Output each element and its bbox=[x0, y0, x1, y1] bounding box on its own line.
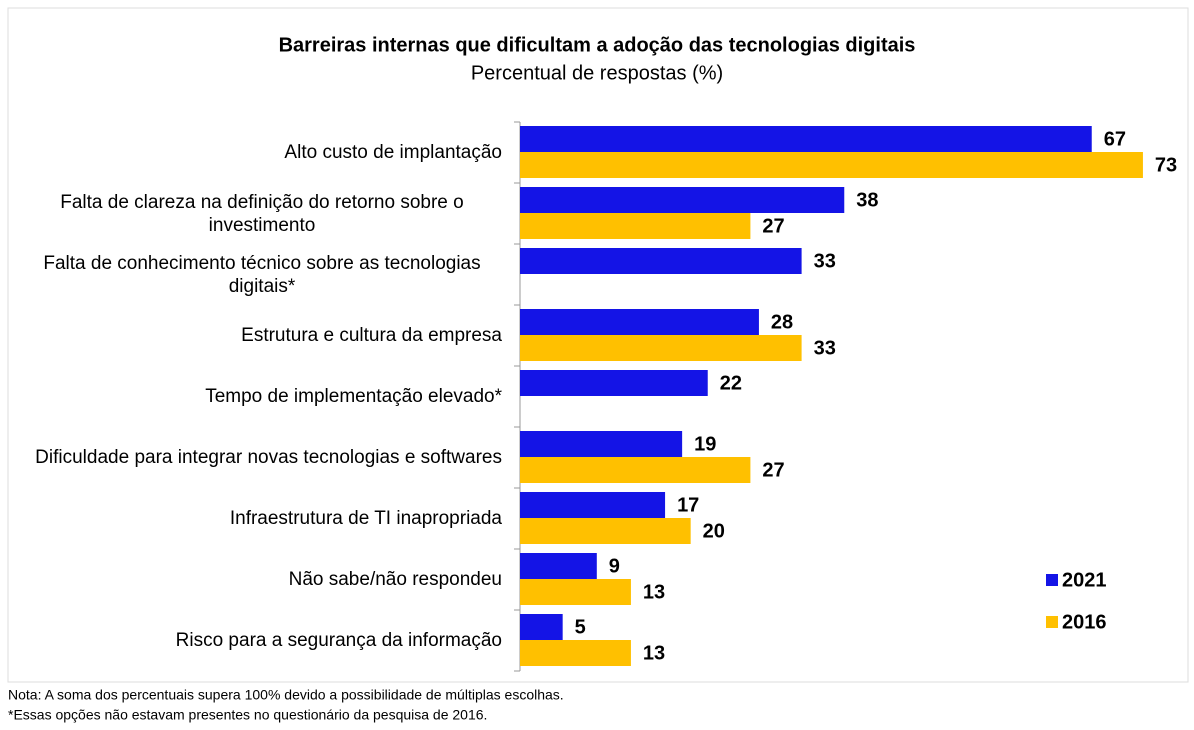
legend-label: 2021 bbox=[1062, 569, 1107, 591]
category-text: Falta de conhecimento técnico sobre as t… bbox=[43, 252, 481, 297]
value-label: 33 bbox=[814, 337, 836, 359]
bar bbox=[520, 614, 563, 640]
value-label: 38 bbox=[856, 189, 878, 211]
value-label: 73 bbox=[1155, 154, 1177, 176]
bar bbox=[520, 640, 631, 666]
note: *Essas opções não estavam presentes no q… bbox=[8, 707, 487, 723]
bar bbox=[520, 213, 751, 239]
bar bbox=[520, 553, 597, 579]
bar bbox=[520, 248, 802, 274]
bar bbox=[520, 335, 802, 361]
category-text: Risco para a segurança da informação bbox=[175, 630, 502, 651]
value-label: 33 bbox=[814, 250, 836, 272]
bar bbox=[520, 187, 845, 213]
value-label: 5 bbox=[575, 616, 586, 638]
value-label: 13 bbox=[643, 581, 665, 603]
category-text: Falta de clareza na definição do retorno… bbox=[60, 191, 464, 236]
category-text: Infraestrutura de TI inapropriada bbox=[229, 508, 502, 529]
value-label: 27 bbox=[762, 459, 784, 481]
bar bbox=[520, 518, 691, 544]
legend-label: 2016 bbox=[1062, 611, 1107, 633]
bar bbox=[520, 431, 683, 457]
bar bbox=[520, 309, 759, 335]
category-text: Não sabe/não respondeu bbox=[288, 569, 502, 590]
bar bbox=[520, 126, 1092, 152]
value-label: 28 bbox=[771, 311, 793, 333]
value-label: 67 bbox=[1104, 128, 1126, 150]
category-label: Estrutura e cultura da empresa bbox=[22, 305, 502, 366]
category-text: Tempo de implementação elevado* bbox=[205, 386, 502, 407]
category-label: Não sabe/não respondeu bbox=[22, 549, 502, 610]
value-label: 20 bbox=[703, 520, 725, 542]
category-label: Falta de clareza na definição do retorno… bbox=[22, 183, 502, 244]
chart-title: Barreiras internas que dificultam a adoç… bbox=[279, 34, 916, 56]
value-label: 22 bbox=[720, 372, 742, 394]
legend-swatch bbox=[1046, 574, 1058, 586]
bar bbox=[520, 370, 708, 396]
category-label: Risco para a segurança da informação bbox=[22, 610, 502, 671]
category-text: Alto custo de implantação bbox=[284, 142, 502, 163]
value-label: 17 bbox=[677, 494, 699, 516]
category-text: Dificuldade para integrar novas tecnolog… bbox=[35, 447, 502, 468]
value-label: 13 bbox=[643, 642, 665, 664]
value-label: 19 bbox=[694, 433, 716, 455]
category-label: Falta de conhecimento técnico sobre as t… bbox=[22, 244, 502, 305]
category-label: Dificuldade para integrar novas tecnolog… bbox=[22, 427, 502, 488]
category-label: Alto custo de implantação bbox=[22, 122, 502, 183]
value-label: 9 bbox=[609, 555, 620, 577]
value-label: 27 bbox=[762, 215, 784, 237]
bar bbox=[520, 492, 666, 518]
bar bbox=[520, 579, 631, 605]
chart-subtitle: Percentual de respostas (%) bbox=[471, 62, 723, 84]
bar bbox=[520, 457, 751, 483]
legend-swatch bbox=[1046, 616, 1058, 628]
category-text: Estrutura e cultura da empresa bbox=[241, 325, 502, 346]
category-label: Infraestrutura de TI inapropriada bbox=[22, 488, 502, 549]
category-label: Tempo de implementação elevado* bbox=[22, 366, 502, 427]
bar bbox=[520, 152, 1143, 178]
note: Nota: A soma dos percentuais supera 100%… bbox=[8, 687, 564, 703]
chart-border bbox=[7, 7, 1189, 683]
